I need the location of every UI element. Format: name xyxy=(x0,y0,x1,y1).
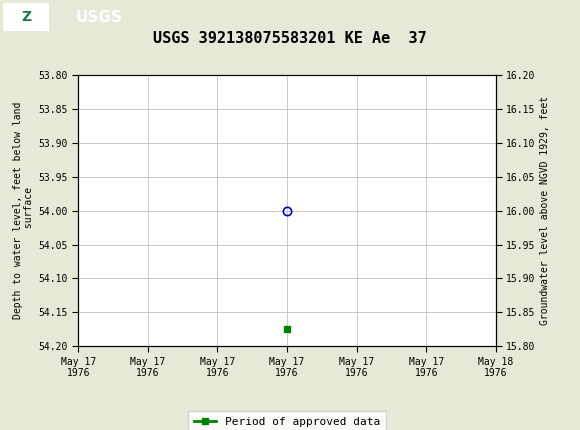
Legend: Period of approved data: Period of approved data xyxy=(188,412,386,430)
Y-axis label: Groundwater level above NGVD 1929, feet: Groundwater level above NGVD 1929, feet xyxy=(540,96,550,325)
Text: USGS: USGS xyxy=(75,10,122,25)
Text: USGS 392138075583201 KE Ae  37: USGS 392138075583201 KE Ae 37 xyxy=(153,31,427,46)
Text: Z: Z xyxy=(21,10,31,24)
Y-axis label: Depth to water level, feet below land
 surface: Depth to water level, feet below land su… xyxy=(13,102,34,319)
Bar xyxy=(3,3,49,31)
